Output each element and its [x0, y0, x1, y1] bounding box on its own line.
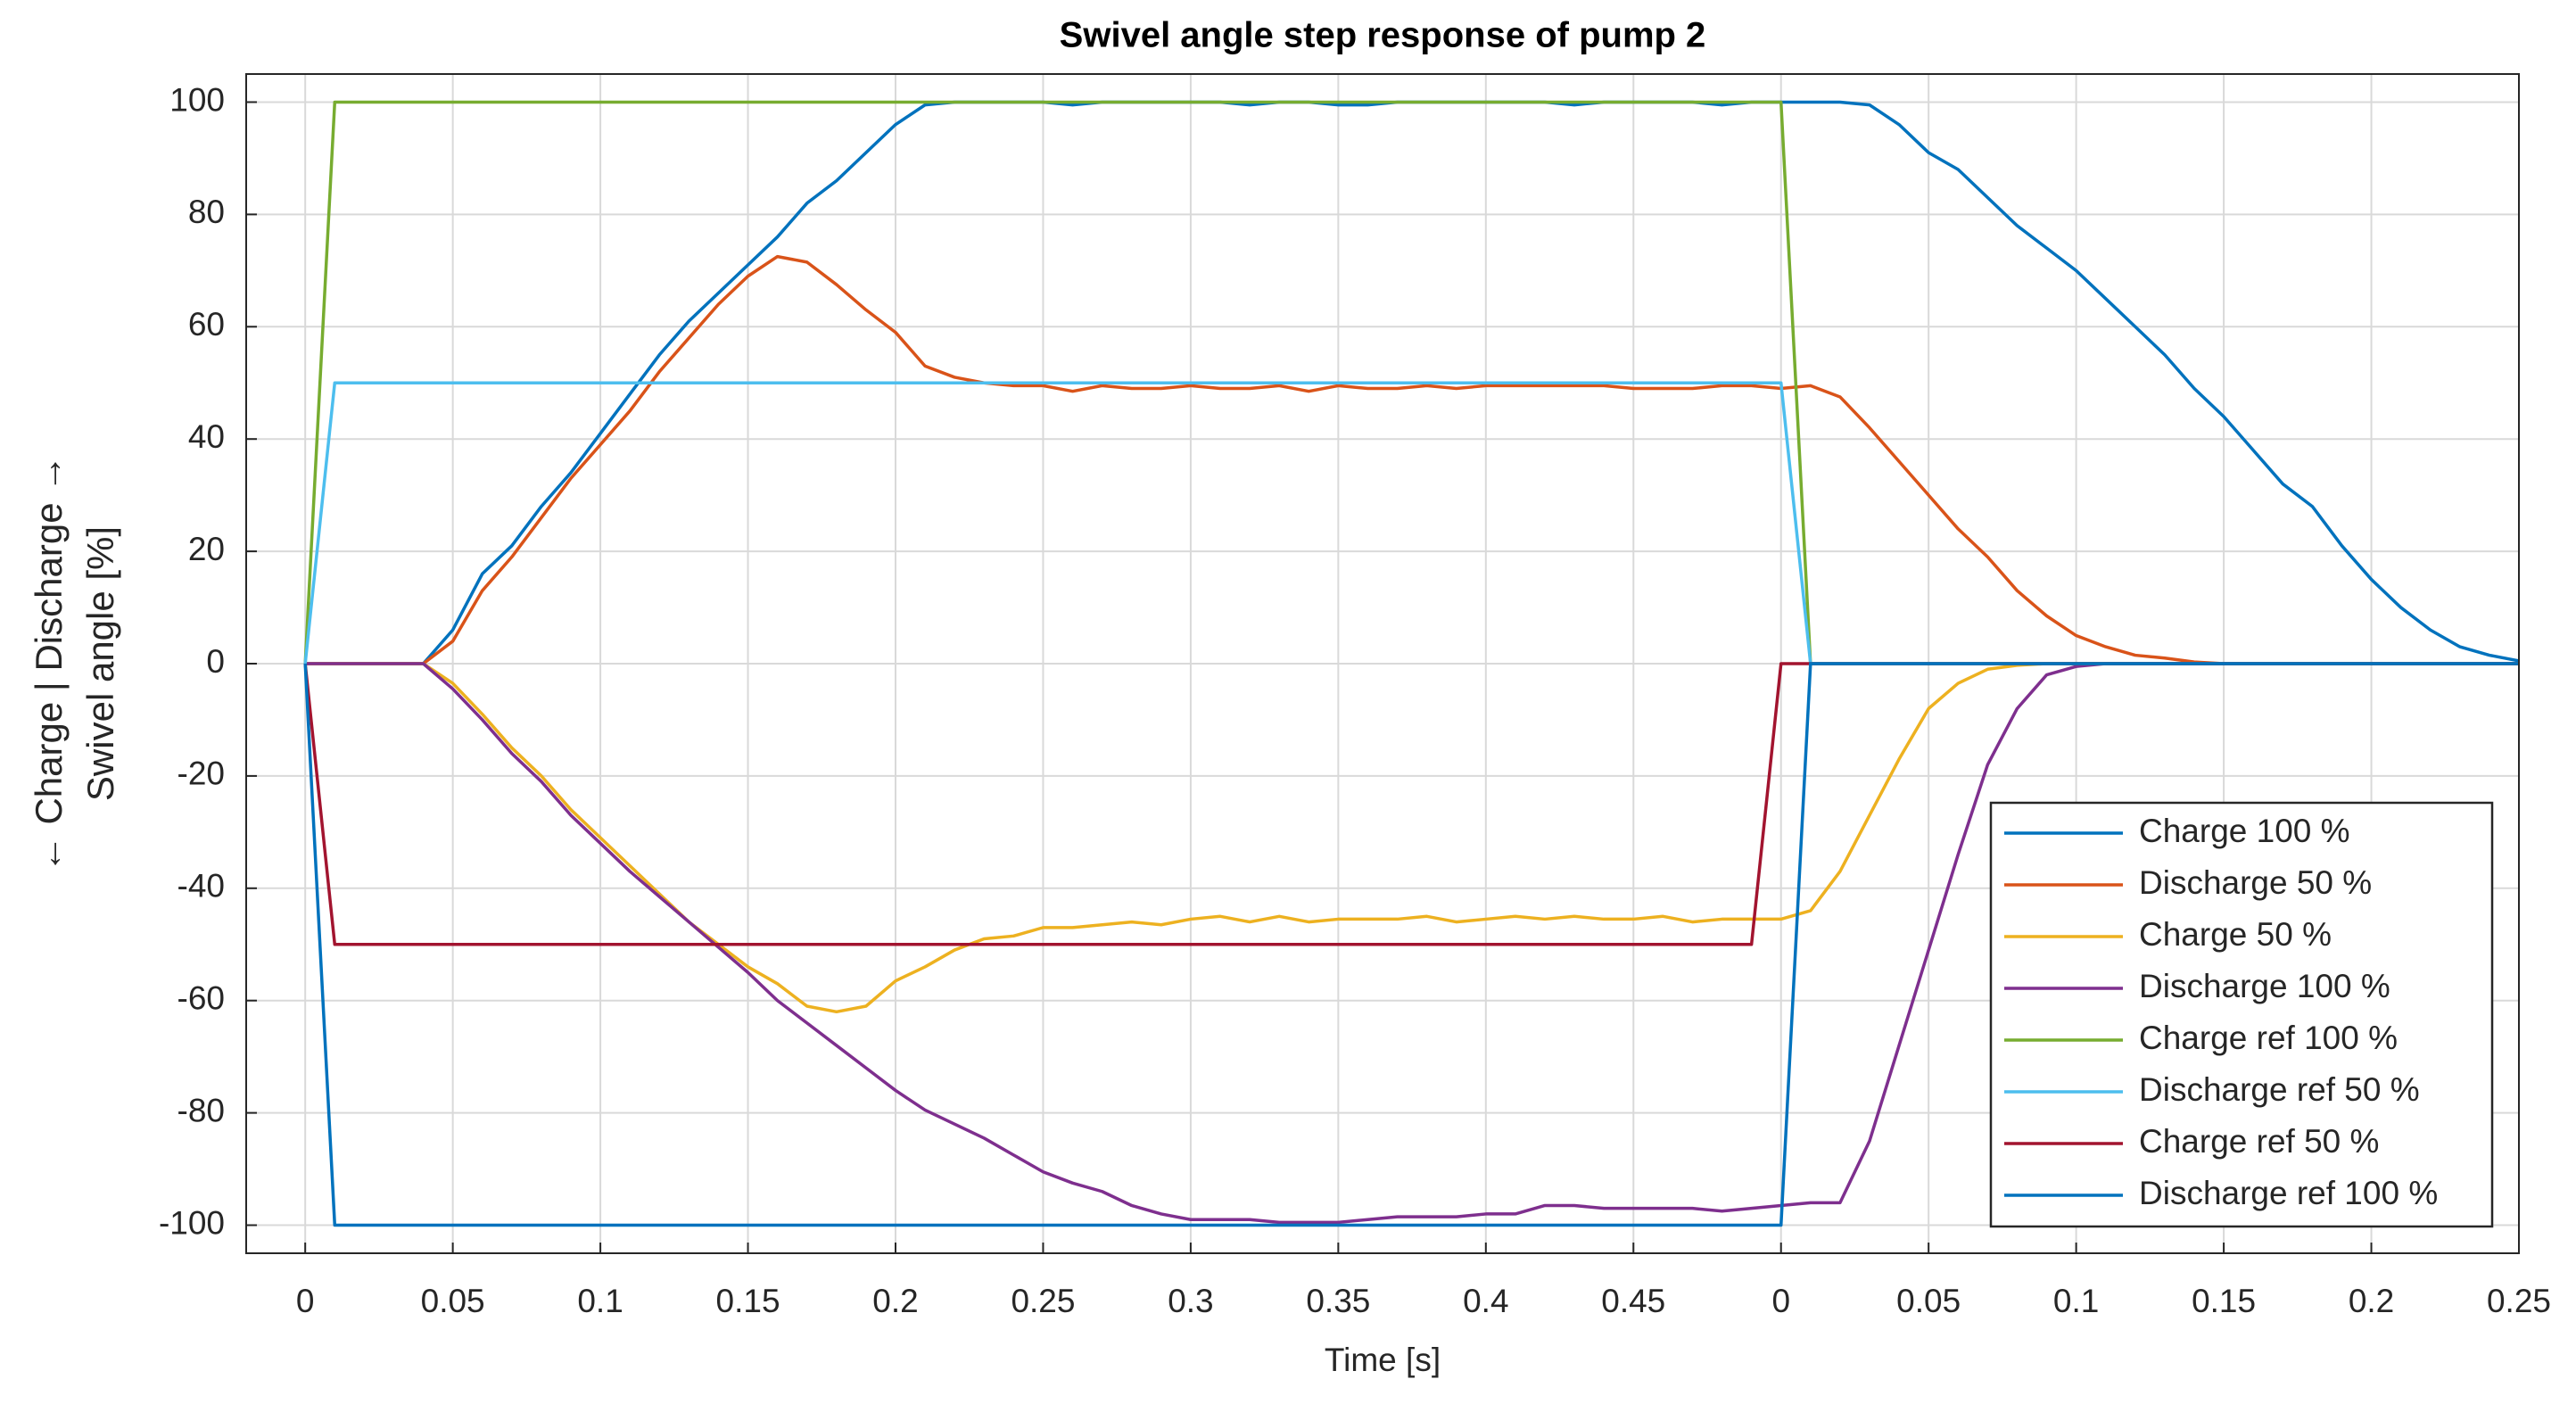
y-tick-label: 0 [206, 643, 225, 680]
x-tick-label: 0.05 [421, 1283, 485, 1319]
x-tick-label: 0.25 [2487, 1283, 2551, 1319]
legend-box [1989, 801, 2494, 1228]
y-axis-label: ← Charge | Discharge → [28, 455, 70, 872]
axes-box [245, 73, 2520, 1254]
y-tick-label: -80 [178, 1092, 225, 1128]
y-tick-label: -100 [159, 1204, 225, 1241]
legend-label: Discharge ref 100 % [2139, 1175, 2438, 1211]
legend-label: Charge ref 100 % [2139, 1020, 2398, 1056]
x-tick-label: 0.25 [1011, 1283, 1075, 1319]
y-tick-label: -60 [178, 979, 225, 1016]
y-tick-label: 100 [169, 81, 225, 118]
x-tick-label: 0.45 [1601, 1283, 1665, 1319]
series-line [305, 254, 2519, 665]
x-tick-label: 0.15 [2192, 1283, 2256, 1319]
y-tick-label: -20 [178, 756, 225, 792]
x-axis-label: Time [s] [1325, 1342, 1441, 1378]
x-tick-label: 0 [296, 1283, 315, 1319]
x-tick-label: 0.15 [716, 1283, 780, 1319]
x-tick-label: 0.1 [577, 1283, 623, 1319]
x-tick-label: 0.05 [1896, 1283, 1961, 1319]
x-tick-label: 0.1 [2053, 1283, 2099, 1319]
series-line [303, 662, 2519, 1227]
legend-label: Charge 100 % [2139, 813, 2350, 849]
x-tick-label: 0.35 [1306, 1283, 1370, 1319]
x-tick-label: 0.3 [1168, 1283, 1213, 1319]
x-tick-label: 0.2 [2349, 1283, 2394, 1319]
x-tick-label: 0 [1771, 1283, 1790, 1319]
chart-title: Swivel angle step response of pump 2 [1060, 16, 1706, 55]
y-tick-label: 20 [188, 531, 225, 567]
x-tick-label: 0.4 [1463, 1283, 1508, 1319]
x-tick-label: 0.2 [872, 1283, 918, 1319]
legend-label: Discharge 50 % [2139, 864, 2372, 901]
y-tick-label: 60 [188, 306, 225, 343]
legend-label: Charge ref 50 % [2139, 1123, 2379, 1160]
y-tick-label: -40 [178, 868, 225, 904]
legend-label: Discharge ref 50 % [2139, 1071, 2420, 1108]
y-axis-label: Swivel angle [%] [79, 526, 121, 801]
legend-label: Charge 50 % [2139, 916, 2332, 953]
y-tick-label: 80 [188, 194, 225, 230]
legend-label: Discharge 100 % [2139, 968, 2390, 1004]
y-tick-label: 40 [188, 418, 225, 455]
